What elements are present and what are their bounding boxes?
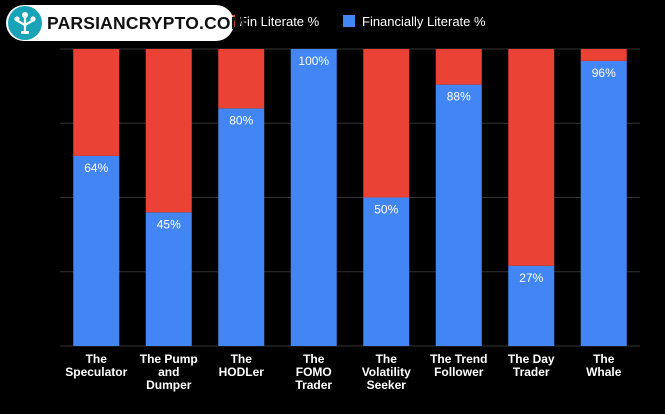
category-label: The Volatility Seeker <box>362 352 411 392</box>
category-label: The HODLer <box>219 352 265 379</box>
bar-fin-literate <box>435 49 482 85</box>
data-label: 50% <box>374 203 398 217</box>
bar-fin-literate <box>218 49 265 109</box>
data-label: 80% <box>229 113 253 127</box>
category-label: The Whale <box>586 352 622 379</box>
watermark-logo: PARSIANCRYPTO.COM <box>6 5 245 41</box>
data-label: 45% <box>157 217 181 231</box>
category-label: The Pump and Dumper <box>140 352 198 392</box>
bar-fin-literate <box>145 49 192 213</box>
legend-label: Financially Literate % <box>362 14 486 29</box>
category-label: The FOMO Trader <box>295 352 332 392</box>
bar-financially-literate <box>218 108 265 347</box>
bar-fin-literate <box>363 49 410 198</box>
bar-financially-literate <box>363 197 410 346</box>
logo-icon <box>8 6 42 40</box>
legend-label: Fin Literate % <box>239 14 320 29</box>
category-label: The Day Trader <box>508 352 555 379</box>
bar-financially-literate <box>508 265 555 346</box>
bar-financially-literate <box>435 84 482 346</box>
data-label: 88% <box>447 90 471 104</box>
bar-fin-literate <box>508 49 555 266</box>
bar-fin-literate <box>73 49 120 156</box>
category-label: The Trend Follower <box>430 352 487 379</box>
bar-financially-literate <box>145 212 192 346</box>
legend-swatch <box>343 15 355 27</box>
bar-financially-literate <box>290 49 337 346</box>
bar-financially-literate <box>73 155 120 346</box>
data-label: 64% <box>84 161 108 175</box>
watermark-text: PARSIANCRYPTO.COM <box>47 12 246 33</box>
data-label: 96% <box>592 66 616 80</box>
data-label: 100% <box>298 54 329 68</box>
bar-financially-literate <box>580 60 627 346</box>
bar-fin-literate <box>580 49 627 61</box>
category-label: The Speculator <box>65 352 127 379</box>
data-label: 27% <box>519 271 543 285</box>
